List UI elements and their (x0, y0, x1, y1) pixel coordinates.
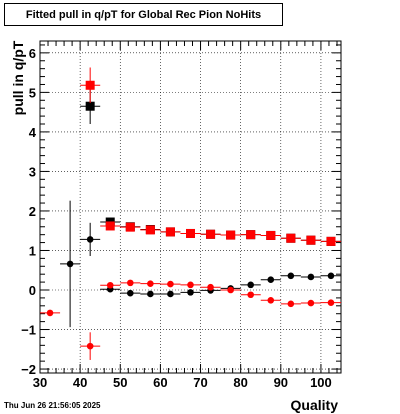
data-point-square (145, 225, 155, 235)
x-axis-label: Quality (290, 397, 338, 413)
data-point-circle (307, 273, 315, 281)
data-point-circle (106, 281, 114, 289)
data-point-circle (247, 281, 254, 289)
data-point-square (85, 80, 95, 90)
data-point-circle (147, 280, 154, 287)
data-point-square (266, 230, 276, 240)
data-point-circle (227, 286, 234, 294)
y-tick-label: −2 (21, 362, 36, 377)
data-point-square (165, 227, 175, 237)
x-tick-label: 90 (274, 375, 288, 390)
data-point-square (105, 221, 115, 231)
data-point-circle (307, 299, 315, 307)
x-tick-label: 80 (233, 375, 247, 390)
data-point-circle (267, 276, 275, 284)
y-tick-label: 0 (29, 283, 36, 298)
data-point-circle (86, 342, 94, 350)
y-axis-label: pull in q/pT (10, 40, 26, 116)
series-red-circle (40, 279, 341, 360)
series-black-square (80, 88, 341, 246)
grid-lines (39, 41, 341, 373)
data-point-circle (287, 300, 295, 308)
y-tick-label: −1 (21, 323, 36, 338)
data-point-circle (327, 299, 335, 306)
data-point-square (226, 230, 236, 240)
y-tick-label: 6 (29, 46, 36, 61)
data-point-square (326, 236, 336, 246)
series-red-square (80, 67, 341, 246)
data-point-circle (127, 289, 134, 297)
x-tick-label: 50 (113, 375, 127, 390)
data-point-square (306, 235, 316, 245)
data-point-circle (187, 289, 194, 296)
x-tick-label: 30 (33, 375, 47, 390)
data-point-square (286, 233, 296, 243)
data-point-circle (127, 279, 134, 287)
data-point-circle (167, 280, 174, 288)
data-marks (40, 67, 341, 360)
data-point-circle (147, 290, 154, 298)
chart-title: Fitted pull in q/pT for Global Rec Pion … (25, 8, 262, 21)
y-tick-label: 2 (29, 204, 36, 219)
data-point-square (206, 229, 216, 239)
timestamp: Thu Jun 26 21:56:05 2025 (4, 401, 101, 410)
data-point-circle (327, 272, 335, 280)
y-tick-label: 3 (29, 164, 36, 179)
data-point-circle (187, 281, 194, 289)
x-tick-label: 40 (73, 375, 87, 390)
plot-frame (39, 40, 342, 374)
data-point-square (186, 228, 195, 238)
data-point-circle (167, 290, 174, 298)
y-tick-label: 1 (29, 243, 36, 258)
x-tick-label: 100 (310, 375, 332, 390)
x-tick-label: 60 (153, 375, 167, 390)
chart-title-box: Fitted pull in q/pT for Global Rec Pion … (4, 3, 283, 26)
y-tick-label: 4 (29, 125, 37, 140)
y-tick-label: 5 (29, 85, 36, 100)
data-point-square (85, 101, 95, 111)
tick-labels: 30 40 50 60 70 80 90 100 −2 −1 0 1 2 3 4 5 6 (21, 46, 332, 390)
data-point-circle (66, 260, 74, 268)
x-tick-label: 70 (193, 375, 207, 390)
data-point-circle (86, 236, 94, 243)
data-point-square (125, 222, 135, 232)
data-point-circle (46, 309, 54, 317)
data-point-circle (267, 296, 275, 304)
data-point-circle (287, 272, 295, 280)
data-point-square (246, 230, 256, 240)
axes (39, 40, 342, 374)
data-point-circle (247, 291, 254, 299)
data-point-circle (207, 283, 214, 291)
